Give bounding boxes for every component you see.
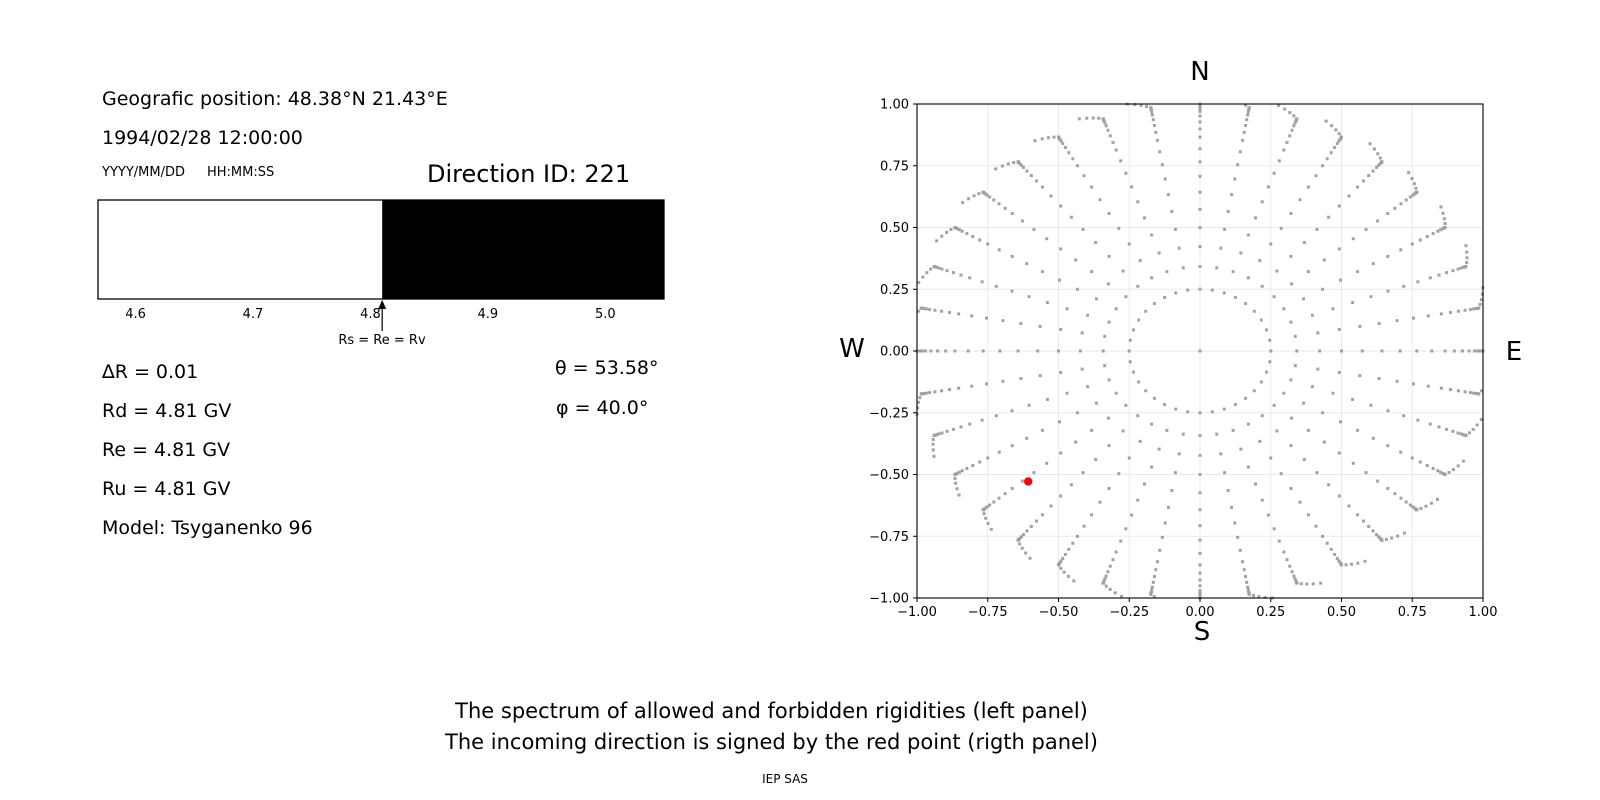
datetime-text: 1994/02/28 12:00:00 [102,127,303,149]
svg-text:4.7: 4.7 [243,307,264,322]
x-tick-labels: −1.00 −0.75 −0.50 −0.25 0.00 0.25 0.50 0.75 1.00 [897,605,1497,620]
asymptotic-direction-dots [915,102,1485,600]
svg-text:−0.50: −0.50 [1039,605,1079,620]
svg-text:−0.50: −0.50 [869,468,909,483]
svg-text:0.25: 0.25 [880,283,909,298]
caption-line-1: The spectrum of allowed and forbidden ri… [455,699,1088,723]
date-format-label: YYYY/MM/DD [102,165,185,180]
compass-south-label: S [1193,617,1211,647]
svg-text:4.6: 4.6 [125,307,146,322]
direction-id-label: Direction ID: 221 [427,160,631,188]
svg-text:−0.75: −0.75 [869,530,909,545]
spectrum-border [97,199,665,300]
svg-text:−1.00: −1.00 [869,592,909,607]
svg-text:0.75: 0.75 [880,159,909,174]
rigidity-annotation-label: Rs = Re = Rv [338,333,426,348]
time-format-label: HH:MM:SS [207,165,275,180]
svg-text:5.0: 5.0 [595,307,616,322]
incoming-direction-red-point [1024,477,1033,486]
svg-text:4.9: 4.9 [478,307,499,322]
svg-text:0.25: 0.25 [1256,605,1285,620]
svg-text:−0.25: −0.25 [1109,605,1149,620]
compass-west-label: W [839,334,865,364]
stat-phi: φ = 40.0° [556,397,649,419]
stat-theta: θ = 53.58° [555,357,659,379]
caption-line-2: The incoming direction is signed by the … [445,730,1098,754]
compass-north-label: N [1190,57,1210,87]
stat-model: Model: Tsyganenko 96 [102,517,313,539]
svg-text:1.00: 1.00 [880,98,909,113]
spectrum-segment-forbidden [382,200,664,299]
svg-text:−0.75: −0.75 [968,605,1008,620]
spectrum-tick-labels: 4.6 4.7 4.8 4.9 5.0 [125,307,615,322]
rigidity-spectrum-bar [97,199,665,300]
svg-text:0.50: 0.50 [1327,605,1356,620]
svg-text:0.00: 0.00 [880,345,909,360]
compass-east-label: E [1505,337,1523,367]
stat-rd: Rd = 4.81 GV [102,400,232,422]
svg-text:4.8: 4.8 [360,307,381,322]
credit-label: IEP SAS [762,772,808,786]
cutoff-arrow [378,300,387,331]
spectrum-segment-allowed [98,200,383,299]
stat-delta-r: ∆R = 0.01 [102,361,199,383]
svg-text:0.50: 0.50 [880,221,909,236]
stat-ru: Ru = 4.81 GV [102,478,231,500]
svg-text:−0.25: −0.25 [869,406,909,421]
stat-re: Re = 4.81 GV [102,439,231,461]
svg-text:−1.00: −1.00 [897,605,937,620]
svg-text:1.00: 1.00 [1469,605,1498,620]
plot-ticks [913,103,1484,602]
svg-text:0.75: 0.75 [1398,605,1427,620]
svg-text:0.00: 0.00 [1186,605,1215,620]
geo-position-text: Geografic position: 48.38°N 21.43°E [102,88,448,110]
y-tick-labels: −1.00 −0.75 −0.50 −0.25 0.00 0.25 0.50 0.75 1.00 [869,98,909,607]
